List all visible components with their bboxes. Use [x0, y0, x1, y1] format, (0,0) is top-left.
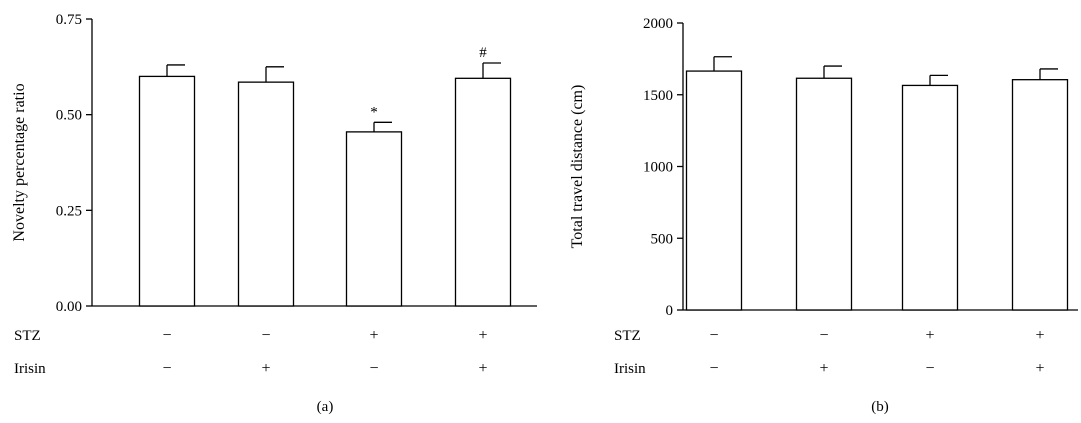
panel-label: (a): [317, 399, 334, 415]
treatment-sign: −: [162, 327, 171, 344]
treatment-row-label: STZ: [14, 328, 41, 344]
panel-label: (b): [871, 399, 889, 415]
treatment-sign: +: [1035, 360, 1044, 377]
treatment-row-label: Irisin: [614, 361, 646, 377]
panel-b: 0 500 1000 1500 2000 Total travel distance (c…: [569, 16, 1078, 415]
y-tick-label: 0: [666, 303, 674, 319]
treatment-sign: +: [261, 360, 270, 377]
y-tick-label: 0.50: [56, 108, 82, 124]
treatment-sign: −: [369, 360, 378, 377]
treatment-sign: −: [925, 360, 934, 377]
bar: [685, 70, 743, 311]
treatment-sign: −: [819, 327, 828, 344]
treatment-sign: −: [261, 327, 270, 344]
y-tick-label: 1000: [643, 160, 673, 176]
treatment-sign: +: [478, 360, 487, 377]
significance-marker: #: [479, 45, 487, 61]
treatment-sign: −: [709, 327, 718, 344]
treatment-row-label: STZ: [614, 328, 641, 344]
y-tick-label: 2000: [643, 16, 673, 32]
treatment-sign: +: [1035, 327, 1044, 344]
y-tick-label: 0.75: [56, 12, 82, 28]
bar: [237, 81, 295, 307]
y-tick-label: 500: [651, 231, 674, 247]
treatment-row-label: Irisin: [14, 361, 46, 377]
y-axis-label: Total travel distance (cm): [569, 85, 586, 249]
treatment-sign: +: [819, 360, 828, 377]
y-axis-label: Novelty percentage ratio: [11, 83, 28, 241]
bar: [138, 75, 196, 307]
panel-a: 0.00 0.25 0.50 0.75 Novelty percentage ratio…: [11, 12, 537, 415]
bar: [454, 77, 512, 307]
significance-marker: *: [370, 104, 378, 120]
treatment-sign: +: [925, 327, 934, 344]
bar: [1011, 79, 1069, 311]
y-tick-label: 0.25: [56, 203, 82, 219]
treatment-sign: +: [478, 327, 487, 344]
bar: [795, 77, 853, 311]
y-tick-label: 0.00: [56, 299, 82, 315]
treatment-sign: +: [369, 327, 378, 344]
treatment-sign: −: [709, 360, 718, 377]
bar: [901, 84, 959, 311]
bar: [345, 131, 403, 307]
treatment-sign: −: [162, 360, 171, 377]
y-tick-label: 1500: [643, 88, 673, 104]
